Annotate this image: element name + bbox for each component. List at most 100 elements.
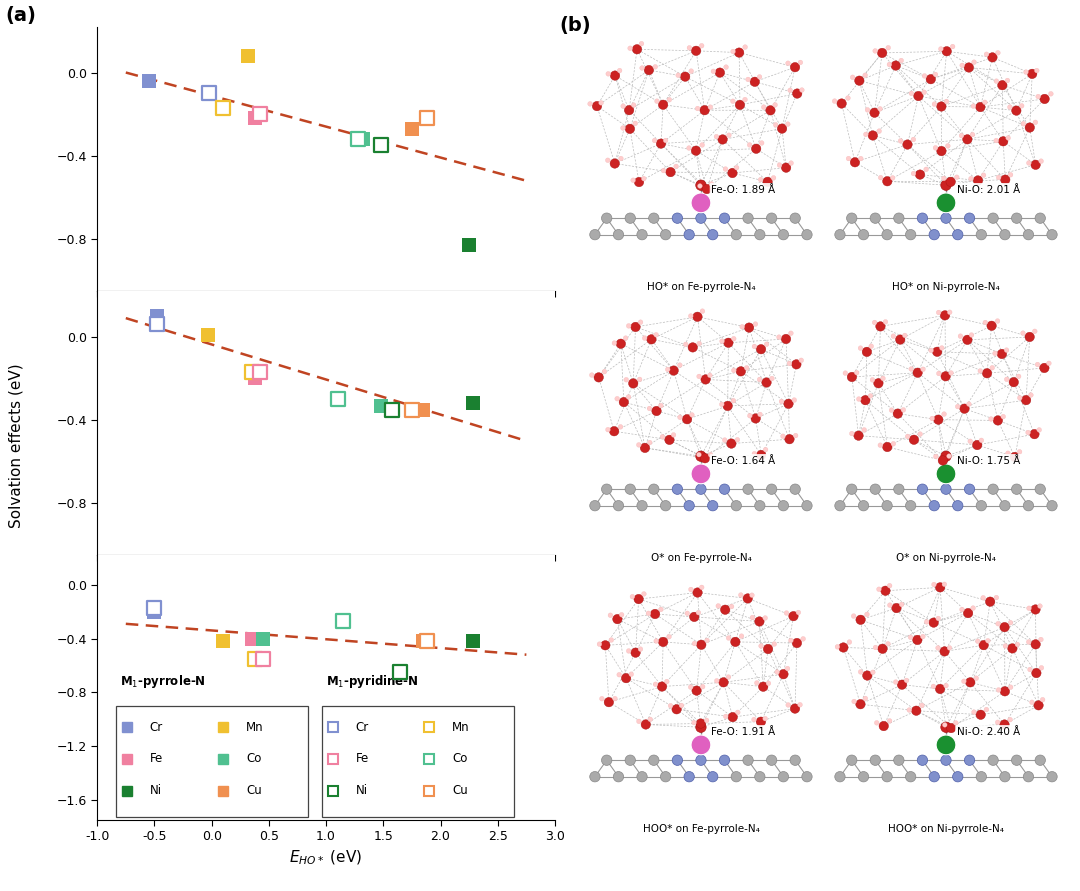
Circle shape (689, 612, 699, 622)
Circle shape (631, 178, 635, 183)
Circle shape (755, 772, 765, 782)
Circle shape (785, 435, 794, 444)
Circle shape (984, 52, 989, 57)
Circle shape (734, 48, 744, 57)
Circle shape (917, 213, 928, 224)
Circle shape (625, 484, 635, 495)
Circle shape (637, 230, 647, 240)
Circle shape (691, 146, 701, 155)
Circle shape (785, 666, 789, 671)
Circle shape (855, 699, 865, 709)
Circle shape (798, 60, 802, 65)
Circle shape (756, 717, 766, 726)
Circle shape (650, 609, 660, 618)
Circle shape (638, 647, 643, 651)
Circle shape (1026, 160, 1031, 166)
Circle shape (1012, 106, 1021, 115)
Circle shape (647, 406, 652, 411)
Circle shape (895, 335, 905, 344)
Circle shape (907, 707, 912, 712)
Circle shape (647, 335, 657, 344)
Circle shape (799, 87, 805, 93)
Circle shape (913, 635, 922, 644)
Circle shape (969, 176, 973, 181)
Circle shape (1016, 374, 1021, 379)
Circle shape (953, 230, 963, 240)
Point (464, 634, 482, 649)
Circle shape (946, 177, 956, 186)
Circle shape (744, 365, 750, 371)
Circle shape (999, 136, 1008, 146)
Circle shape (1032, 329, 1037, 333)
Circle shape (929, 230, 940, 240)
Circle shape (1009, 173, 1013, 177)
Circle shape (847, 640, 852, 644)
Point (460, 238, 477, 252)
Circle shape (953, 501, 963, 511)
Circle shape (1039, 159, 1043, 164)
Circle shape (731, 398, 735, 403)
Point (350, 132, 367, 146)
Circle shape (714, 135, 719, 139)
Text: Cu: Cu (246, 784, 261, 797)
Circle shape (886, 642, 890, 646)
Circle shape (621, 126, 625, 130)
Text: Cu: Cu (451, 784, 468, 797)
Circle shape (707, 772, 718, 782)
Circle shape (724, 714, 728, 719)
Circle shape (724, 338, 733, 347)
Circle shape (998, 80, 1007, 90)
Circle shape (985, 597, 995, 607)
Circle shape (788, 638, 794, 642)
Circle shape (889, 408, 894, 413)
Circle shape (737, 366, 745, 376)
Circle shape (710, 182, 714, 186)
Circle shape (642, 592, 646, 596)
Circle shape (642, 720, 650, 729)
Text: Solvation effects (eV): Solvation effects (eV) (9, 364, 24, 527)
Circle shape (685, 611, 690, 616)
Circle shape (1027, 606, 1031, 610)
Circle shape (964, 62, 973, 72)
Circle shape (994, 78, 999, 84)
Circle shape (731, 230, 742, 240)
Circle shape (696, 451, 706, 462)
Circle shape (929, 772, 940, 782)
Circle shape (942, 176, 946, 181)
Circle shape (791, 704, 799, 714)
Circle shape (623, 336, 629, 340)
Circle shape (1023, 501, 1034, 511)
Circle shape (876, 322, 886, 331)
Text: O* on Ni-pyrrole-N₄: O* on Ni-pyrrole-N₄ (896, 552, 996, 563)
Circle shape (917, 484, 928, 495)
Circle shape (648, 717, 652, 722)
Circle shape (1015, 642, 1020, 647)
Circle shape (1037, 428, 1041, 432)
Circle shape (944, 99, 948, 104)
Point (246, 372, 264, 386)
Circle shape (726, 674, 731, 680)
Circle shape (891, 61, 901, 70)
Circle shape (935, 583, 945, 592)
Circle shape (659, 100, 667, 110)
Circle shape (617, 673, 622, 677)
Circle shape (940, 346, 944, 350)
Circle shape (870, 670, 875, 674)
Circle shape (880, 376, 886, 380)
Circle shape (743, 484, 753, 495)
Circle shape (779, 501, 788, 511)
Circle shape (944, 683, 948, 688)
Circle shape (1021, 331, 1025, 336)
Circle shape (959, 134, 963, 138)
Circle shape (752, 452, 757, 456)
Circle shape (869, 344, 874, 348)
Point (215, 101, 232, 115)
Circle shape (956, 405, 960, 409)
Circle shape (859, 346, 863, 350)
Circle shape (904, 678, 909, 683)
Circle shape (707, 230, 718, 240)
Circle shape (688, 343, 698, 352)
Circle shape (756, 345, 766, 354)
Circle shape (936, 102, 946, 111)
Circle shape (700, 143, 704, 147)
